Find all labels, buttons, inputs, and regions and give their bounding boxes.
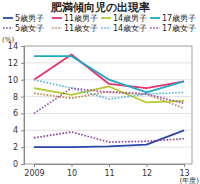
y-tick-mark	[21, 46, 24, 47]
series-line	[34, 132, 184, 142]
legend-swatch	[52, 17, 62, 19]
legend-swatch	[3, 17, 13, 19]
legend: 5歳男子5歳女子 11歳男子11歳女子 14歳男子14歳女子 17歳男子17歳女子	[3, 14, 196, 33]
legend-label: 14歳男子	[113, 14, 147, 23]
y-tick-mark	[21, 147, 24, 148]
y-axis: 02468101214	[8, 42, 25, 169]
y-tick: 6	[13, 109, 24, 118]
series-line	[34, 80, 184, 99]
legend-item: 5歳男子	[3, 14, 44, 23]
legend-swatch	[101, 27, 111, 29]
y-tick-mark	[21, 63, 24, 64]
legend-label: 17歳男子	[162, 14, 196, 23]
series-line	[34, 54, 184, 88]
grid-line	[24, 130, 192, 131]
x-tick-mark	[147, 164, 148, 167]
legend-item: 17歳女子	[150, 24, 196, 33]
grid-line	[24, 46, 192, 47]
y-tick-mark	[21, 97, 24, 98]
legend-label: 5歳男子	[15, 14, 44, 23]
series-line	[34, 88, 184, 113]
y-tick-label: 10	[8, 76, 18, 85]
x-tick-mark	[184, 164, 185, 167]
series-line	[34, 92, 184, 109]
y-tick-mark	[21, 130, 24, 131]
legend-label: 14歳女子	[113, 24, 147, 33]
y-tick: 0	[13, 160, 24, 169]
x-tick-mark	[109, 164, 110, 167]
legend-item: 11歳男子	[52, 14, 98, 23]
x-tick-mark	[72, 164, 73, 167]
legend-label: 5歳女子	[15, 24, 44, 33]
y-tick-mark	[21, 164, 24, 165]
y-tick: 2	[13, 143, 24, 152]
x-axis-title: (年度)	[180, 177, 200, 184]
title: 肥満傾向児の出現率	[50, 1, 150, 14]
grid-line	[24, 96, 192, 97]
x-tick: 2009	[24, 164, 44, 178]
legend-swatch	[101, 17, 111, 19]
x-tick: 10	[67, 164, 77, 178]
x-tick-label: 10	[67, 169, 77, 178]
lines	[34, 54, 184, 147]
legend-label: 11歳男子	[64, 14, 98, 23]
y-tick-label: 2	[13, 143, 18, 152]
legend-label: 11歳女子	[64, 24, 98, 33]
legend-item: 14歳男子	[101, 14, 147, 23]
legend-swatch	[150, 27, 160, 29]
y-tick-mark	[21, 80, 24, 81]
x-axis-line	[35, 165, 185, 168]
plot-frame	[24, 46, 192, 164]
x-tick-label: 12	[142, 169, 152, 178]
legend-label: 17歳女子	[162, 24, 196, 33]
x-tick-mark	[34, 164, 35, 167]
legend-item: 17歳男子	[150, 14, 196, 23]
y-tick-label: 4	[13, 126, 18, 135]
y-axis-title: (%)	[2, 36, 14, 44]
series-line	[34, 130, 184, 147]
y-axis-line	[21, 47, 25, 165]
x-tick: 11	[104, 164, 114, 178]
legend-swatch	[3, 27, 13, 29]
y-tick-mark	[21, 113, 24, 114]
y-tick: 8	[13, 93, 24, 102]
x-axis: 2009 10 11 12 13	[24, 164, 189, 178]
y-tick: 12	[8, 59, 24, 68]
y-tick-label: 0	[13, 160, 18, 169]
legend-swatch	[52, 27, 62, 29]
chart: 肥満傾向児の出現率02468101214200910111213(%)(年度)5…	[0, 0, 200, 184]
x-tick: 13	[179, 164, 189, 178]
y-tick: 4	[13, 126, 24, 135]
grid-line	[24, 62, 192, 63]
y-tick-label: 6	[13, 109, 18, 118]
legend-item: 14歳女子	[101, 24, 147, 33]
legend-swatch	[150, 17, 160, 19]
x-tick-label: 11	[104, 169, 114, 178]
x-tick: 12	[142, 164, 152, 178]
y-tick: 10	[8, 76, 24, 85]
legend-item: 11歳女子	[52, 24, 98, 33]
grid	[24, 46, 192, 164]
grid-line	[24, 113, 192, 114]
y-tick-label: 12	[8, 59, 18, 68]
y-tick-label: 8	[13, 93, 18, 102]
series-line	[34, 56, 184, 92]
legend-item: 5歳女子	[3, 24, 44, 33]
x-tick-label: 2009	[24, 169, 44, 178]
